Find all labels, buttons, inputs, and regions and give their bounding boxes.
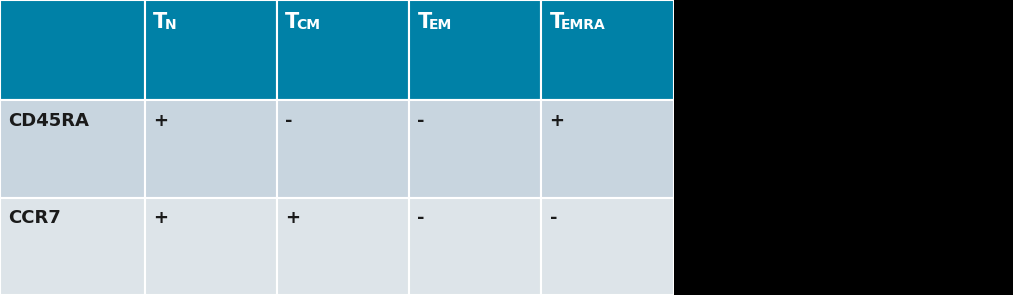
Text: -: - (550, 209, 557, 227)
Bar (145, 0, 278, 100)
Bar (278, 0, 409, 100)
Text: T: T (286, 12, 300, 32)
Bar (409, 198, 542, 295)
Text: EM: EM (428, 18, 452, 32)
Text: N: N (164, 18, 176, 32)
Text: -: - (417, 112, 424, 130)
Bar (542, 100, 674, 198)
Bar (145, 198, 278, 295)
Bar (542, 0, 674, 100)
Text: -: - (417, 209, 424, 227)
Text: CCR7: CCR7 (8, 209, 61, 227)
Text: CD45RA: CD45RA (8, 112, 89, 130)
Text: -: - (286, 112, 293, 130)
Bar (0, 0, 145, 100)
Text: T: T (550, 12, 564, 32)
Bar (409, 0, 542, 100)
Bar (542, 198, 674, 295)
Text: T: T (153, 12, 167, 32)
Text: +: + (153, 112, 168, 130)
Text: CM: CM (297, 18, 320, 32)
Text: EMRA: EMRA (561, 18, 606, 32)
Text: +: + (153, 209, 168, 227)
Text: +: + (286, 209, 300, 227)
Bar (0, 198, 145, 295)
Text: T: T (417, 12, 432, 32)
Bar (409, 100, 542, 198)
Bar (145, 100, 278, 198)
Bar (278, 100, 409, 198)
Bar (0, 100, 145, 198)
Bar (674, 0, 1013, 295)
Bar (278, 198, 409, 295)
Text: +: + (550, 112, 564, 130)
